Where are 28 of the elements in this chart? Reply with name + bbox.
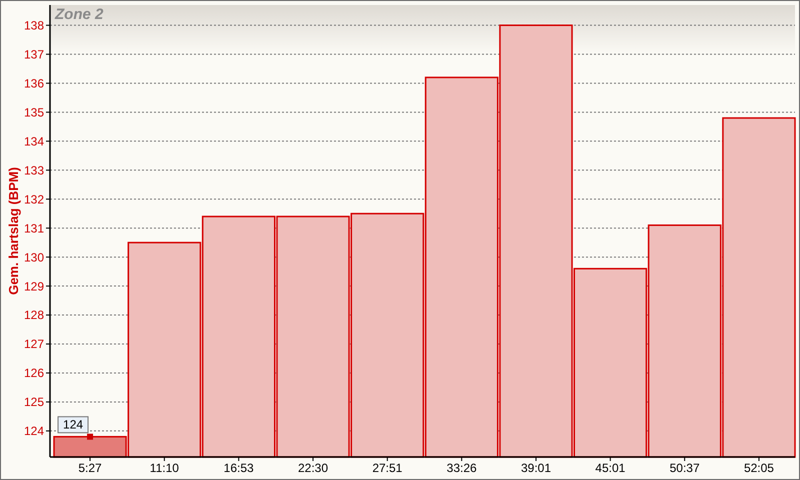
annotation: 124 [63, 418, 84, 432]
y-axis-title: Gem. hartslag (BPM) [6, 167, 21, 295]
x-tick-label: 16:53 [224, 461, 254, 475]
y-tick-label: 136 [24, 76, 44, 90]
y-tick-label: 135 [24, 105, 44, 120]
y-tick-label: 133 [24, 163, 44, 178]
x-tick-label: 5:27 [78, 461, 102, 475]
y-tick-label: 126 [24, 366, 44, 380]
x-tick-label: 27:51 [372, 461, 403, 475]
y-tick-label: 124 [24, 424, 44, 438]
y-tick-label: 134 [24, 134, 44, 148]
x-tick-label: 50:37 [670, 461, 700, 475]
x-tick-label: 33:26 [446, 461, 477, 475]
x-tick-label: 11:10 [150, 461, 180, 475]
y-tick-label: 125 [24, 395, 44, 410]
y-tick-label: 137 [24, 47, 44, 62]
chart-title: Zone 2 [54, 6, 104, 23]
y-tick-label: 130 [24, 250, 44, 264]
y-tick-label: 129 [24, 279, 44, 294]
x-tick-label: 22:30 [298, 461, 328, 475]
y-tick-label: 132 [24, 192, 44, 206]
y-tick-label: 138 [24, 18, 44, 32]
y-tick-label: 128 [24, 308, 44, 322]
x-tick-label: 52:05 [744, 461, 774, 475]
x-tick-label: 45:01 [595, 461, 626, 475]
x-tick-label: 39:01 [520, 461, 552, 475]
y-tick-label: 127 [24, 337, 44, 352]
y-tick-label: 131 [24, 221, 44, 236]
